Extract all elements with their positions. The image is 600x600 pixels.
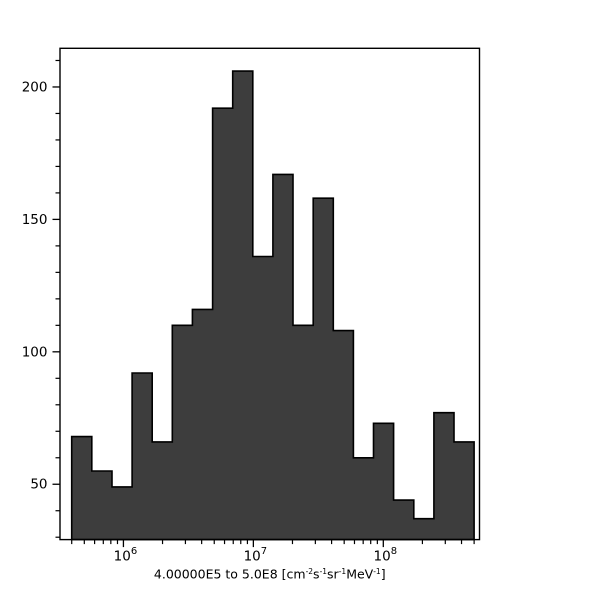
y-axis-tick-label: 150 bbox=[22, 212, 48, 228]
x-axis-tick-label: 106 bbox=[114, 546, 138, 565]
x-axis-tick-label: 108 bbox=[374, 546, 398, 565]
y-axis-tick-label: 100 bbox=[22, 344, 48, 360]
y-axis-tick-label: 200 bbox=[22, 79, 48, 95]
y-axis-tick-label: 50 bbox=[30, 477, 47, 493]
histogram-step-area bbox=[70, 70, 475, 541]
x-axis-tick-label: 107 bbox=[244, 546, 268, 565]
x-axis-label: 4.00000E5 to 5.0E8 [cm-2s-1sr-1MeV-1] bbox=[154, 567, 386, 582]
plot-border bbox=[59, 47, 481, 541]
